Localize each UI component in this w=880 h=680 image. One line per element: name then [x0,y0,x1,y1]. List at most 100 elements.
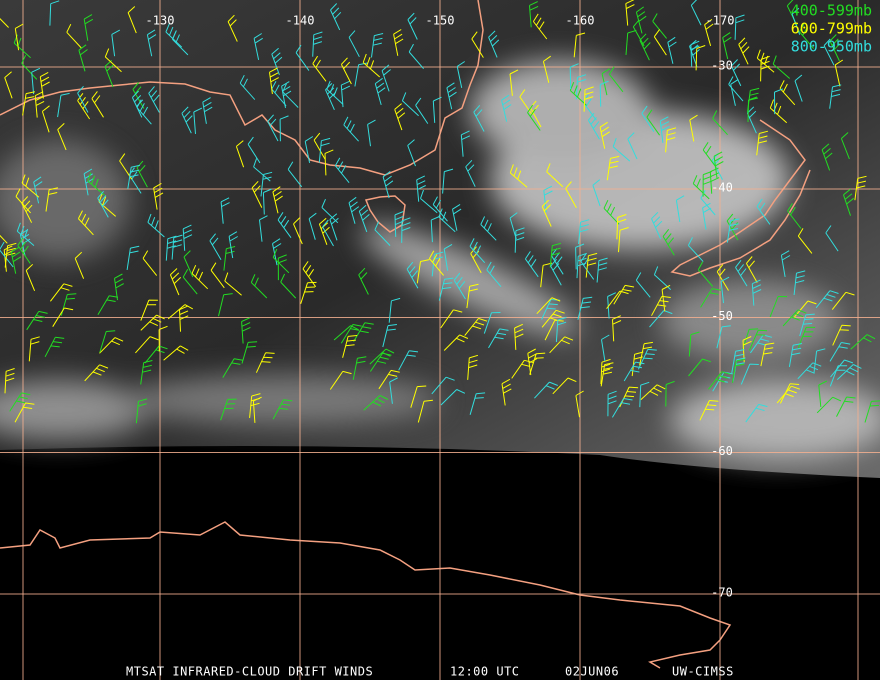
wind-barb [760,342,775,367]
longitude-label: -140 [286,14,315,28]
wind-barb [546,163,564,188]
wind-barb [382,324,397,348]
wind-barb [259,215,268,242]
wind-barb [452,203,462,231]
wind-barb [250,274,268,299]
wind-barb [45,187,59,212]
wind-barb [799,313,815,337]
wind-barb [793,270,806,296]
wind-barb [136,99,152,125]
wind-barb [616,214,627,240]
wind-barb [712,110,728,136]
wind-barb [599,80,609,107]
wind-barb [779,383,800,404]
wind-barb [407,139,416,167]
wind-barb [782,309,807,327]
longitude-label: -160 [566,14,595,28]
wind-barb [87,172,105,196]
wind-barb [281,81,292,108]
wind-barb [709,167,720,194]
wind-barb [640,384,666,400]
wind-barb [534,381,558,399]
wind-barb [420,189,438,214]
wind-barb [440,389,466,406]
wind-barb [271,47,283,75]
wind-barb [340,80,351,108]
wind-barb [312,31,323,57]
graticule-labels: -130 -140 -150 -160 -170 -30 -40 -50 -60 -70 [146,14,735,600]
wind-barb [410,385,427,408]
wind-barb [524,251,539,278]
wind-barb [541,309,565,328]
wind-barb [52,307,74,327]
wind-barb [330,3,342,31]
wind-barb [165,235,177,261]
wind-barb [730,59,742,87]
wind-barb [408,43,424,70]
wind-barb [552,377,577,395]
wind-barb [726,218,740,243]
antarctica-coast [0,521,732,669]
wind-barb [126,245,140,270]
wind-barb [416,175,426,202]
wind-barb [171,234,183,260]
wind-barb [509,164,528,188]
wind-barb [641,105,655,132]
wind-barb [10,246,22,274]
latitude-label: -30 [711,59,733,73]
wind-barb [241,317,251,344]
wind-barb [569,82,587,106]
wind-barb [4,368,15,394]
wind-barb [269,67,279,95]
wind-barb [362,53,381,78]
wind-barb [83,168,94,196]
wind-barb [748,329,768,351]
legend-entry: 400-599mb [791,2,872,20]
wind-barb [262,188,272,215]
wind-barb [646,109,661,136]
wind-barb [473,104,485,132]
wind-barb [713,151,724,179]
wind-barb [738,37,750,65]
wind-barb [850,334,876,350]
wind-barb [799,23,814,49]
wind-barb [651,211,663,240]
wind-barb [127,164,141,189]
wind-barb [14,402,35,423]
wind-barb [253,158,271,182]
wind-barb [465,159,476,187]
wind-barb [97,190,109,218]
wind-barb [394,103,406,131]
wind-barb [300,281,317,304]
wind-barb [689,114,698,142]
wind-barb [312,55,327,82]
wind-barb [432,96,442,123]
longitude-label: -170 [706,14,735,28]
wind-barb [747,96,758,123]
wind-barb [760,55,770,82]
wind-barb [369,348,395,365]
wind-barb [816,396,842,414]
wind-barb [179,305,189,332]
wind-barb [550,258,562,286]
australia-coast [0,0,484,176]
wind-barb [797,326,816,349]
wind-barb [99,330,116,353]
wind-barb [532,13,548,40]
wind-barb [415,97,429,124]
wind-barb [342,335,358,358]
wind-barb [607,390,617,417]
wind-barb [659,116,670,143]
wind-barb [163,345,189,361]
wind-barb [247,136,261,164]
wind-barb [140,314,165,331]
wind-barb [735,259,748,287]
wind-barb [202,97,213,124]
wind-barb [353,322,374,342]
wind-barb [825,225,839,252]
wind-barb [26,310,48,331]
wind-barb [329,370,352,390]
wind-barb [519,89,533,116]
